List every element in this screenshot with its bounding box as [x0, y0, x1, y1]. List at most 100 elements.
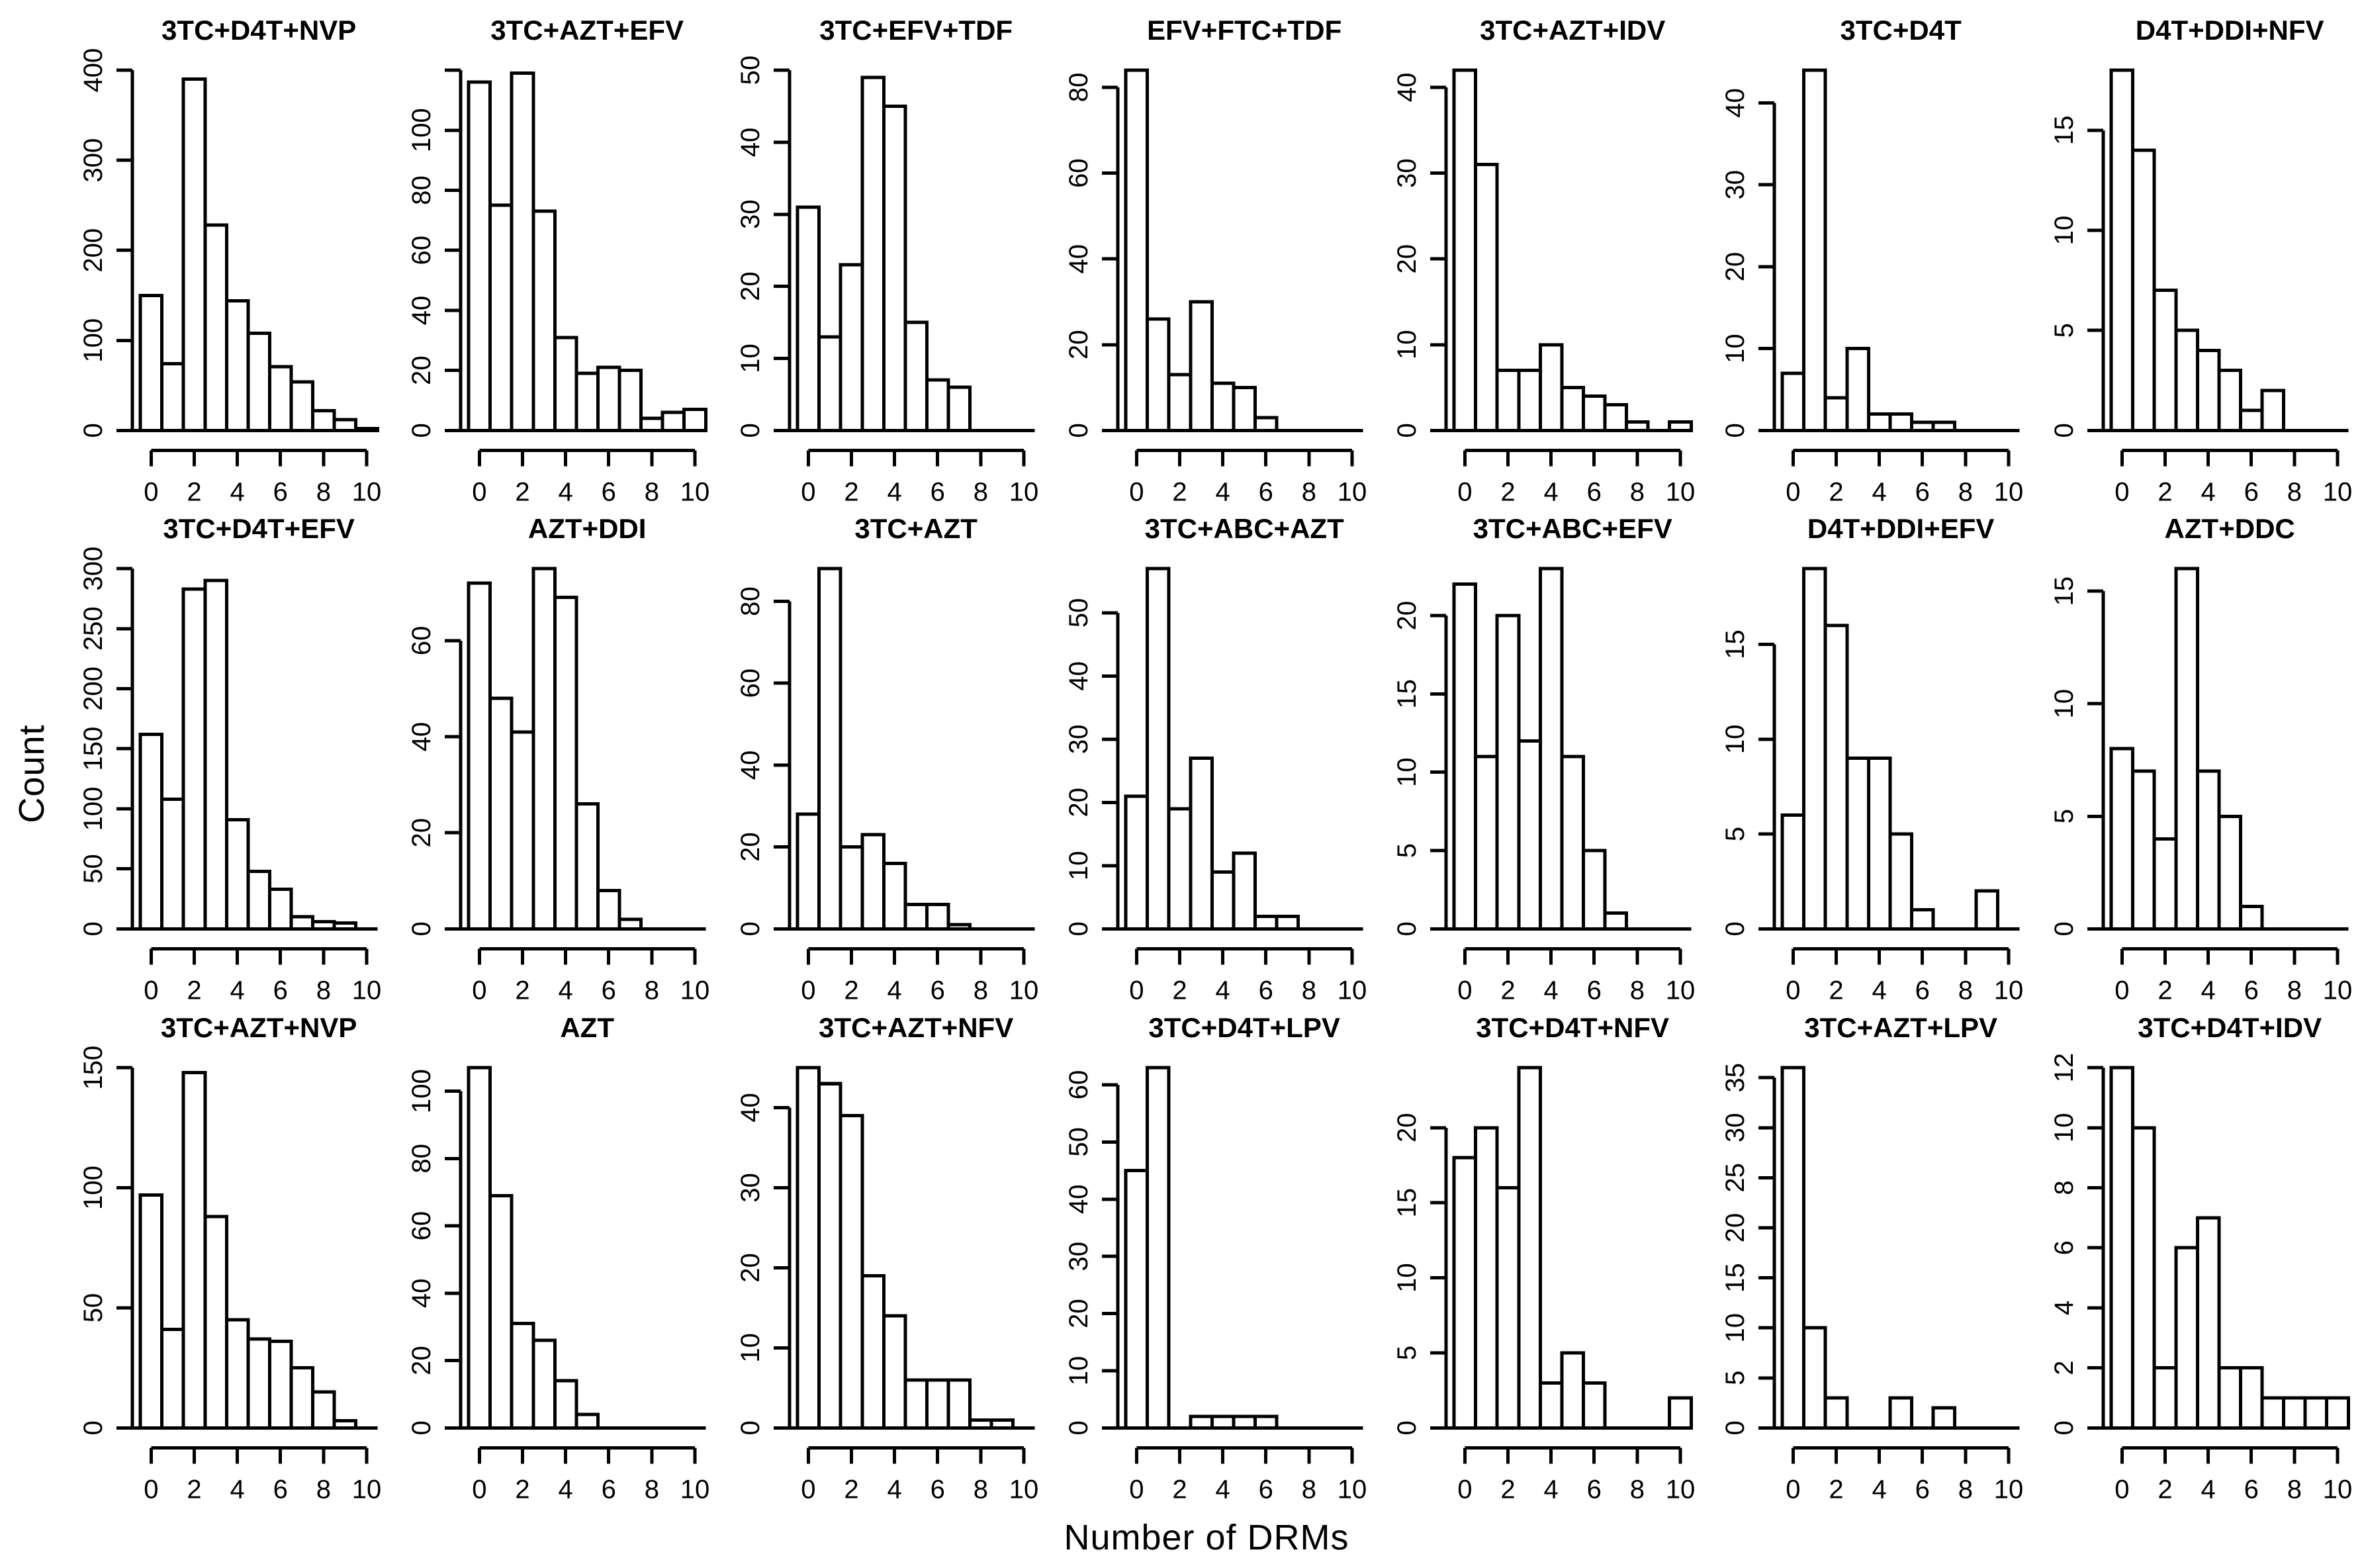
x-tick-label: 4 [1872, 976, 1887, 1003]
y-tick-label: 6 [2050, 1240, 2079, 1255]
x-axis: 0 2 4 6 8 10 [1129, 947, 1367, 1003]
y-tick-label: 50 [736, 56, 765, 85]
x-tick-label: 10 [1994, 477, 2024, 504]
y-tick-label: 10 [736, 344, 765, 373]
x-tick-label: 10 [1338, 1475, 1367, 1501]
y-tick-label: 15 [2050, 116, 2079, 146]
histogram-bar [289, 380, 315, 432]
histogram-bar [488, 696, 514, 931]
y-tick-label: 20 [1392, 244, 1422, 274]
histogram-bar [1495, 369, 1521, 432]
histogram-bar [1232, 851, 1257, 931]
y-tick-label: 10 [1392, 758, 1422, 788]
x-tick-label: 8 [1302, 976, 1316, 1003]
y-tick-label: 60 [407, 1211, 436, 1241]
histogram-bar [1780, 371, 1806, 432]
x-axis: 0 2 4 6 8 10 [1457, 448, 1695, 504]
x-tick-label: 2 [1829, 976, 1844, 1003]
histogram-bar [138, 733, 164, 931]
histogram-bar [2152, 1366, 2177, 1430]
histogram-bar [160, 1327, 185, 1430]
y-tick-label: 15 [1721, 630, 1750, 660]
y-tick-label: 40 [1392, 73, 1422, 103]
histogram-bar [596, 889, 621, 931]
x-tick-label: 6 [273, 1475, 288, 1501]
y-tick-label: 80 [736, 587, 765, 617]
panel-title: AZT [561, 1012, 615, 1043]
y-tick-label: 40 [407, 1279, 436, 1309]
panel-title: 3TC+AZT [854, 513, 977, 544]
x-axis: 0 2 4 6 8 10 [473, 1446, 710, 1501]
panel-title: 3TC+AZT+NVP [161, 1012, 357, 1043]
x-tick-label: 8 [1630, 477, 1645, 504]
x-tick-label: 6 [930, 1475, 944, 1501]
y-axis: 0 5 10 15 20 25 30 35 [1721, 1063, 1776, 1435]
y-tick-label: 60 [407, 236, 436, 265]
panel-title: D4T+DDI+NFV [2135, 15, 2324, 46]
histogram-bar [925, 903, 950, 931]
histogram-bar [2324, 1396, 2350, 1430]
x-axis: 0 2 4 6 8 10 [144, 448, 381, 504]
x-axis: 0 2 4 6 8 10 [1129, 1446, 1367, 1501]
histogram-svg: 3TC+EFV+TDF 0 10 20 30 40 50 0 2 4 6 8 10 [736, 15, 1038, 504]
y-tick-label: 0 [736, 922, 765, 937]
histogram-bar [1495, 614, 1521, 931]
x-tick-label: 8 [2287, 976, 2301, 1003]
y-tick-label: 20 [407, 818, 436, 848]
x-tick-label: 4 [887, 477, 901, 504]
x-axis: 0 2 4 6 8 10 [2114, 1446, 2352, 1501]
histogram-bar [989, 1418, 1015, 1430]
histogram-bar [1145, 1066, 1171, 1430]
x-tick-label: 8 [645, 477, 659, 504]
x-tick-label: 6 [2244, 976, 2258, 1003]
histogram-bar [2130, 770, 2156, 931]
y-tick-label: 150 [79, 1046, 108, 1090]
x-tick-label: 6 [1915, 976, 1930, 1003]
x-tick-label: 2 [2158, 1475, 2172, 1501]
histogram-panel-20: 3TC+AZT+LPV 0 5 10 15 20 25 30 35 0 2 4 6 8 10 [1700, 1003, 2028, 1501]
x-tick-label: 8 [1630, 976, 1645, 1003]
histogram-bar [839, 263, 864, 432]
y-tick-label: 30 [736, 1173, 765, 1203]
y-tick-label: 0 [1064, 1420, 1093, 1435]
bars [138, 579, 358, 931]
x-tick-label: 2 [516, 976, 530, 1003]
histogram-bar [2173, 567, 2199, 931]
x-tick-label: 6 [602, 1475, 616, 1501]
histogram-bar [1210, 870, 1236, 931]
x-tick-label: 6 [1258, 477, 1273, 504]
histogram-bar [1210, 1414, 1236, 1430]
x-tick-label: 2 [187, 1475, 201, 1501]
histogram-svg: D4T+DDI+EFV 0 5 10 15 0 2 4 6 8 10 [1721, 513, 2023, 1003]
histogram-panel-2: 3TC+AZT+EFV 0 20 40 60 80 100 0 2 4 6 8 10 [386, 5, 715, 504]
histogram-bar [246, 331, 271, 432]
y-tick-label: 20 [1392, 601, 1422, 631]
y-tick-label: 40 [1064, 1184, 1093, 1214]
histogram-bar [354, 427, 379, 432]
bars [467, 567, 643, 931]
histogram-bar [817, 567, 842, 931]
y-tick-label: 40 [736, 751, 765, 780]
x-tick-label: 8 [1958, 477, 1973, 504]
histogram-bar [267, 888, 293, 931]
x-tick-label: 10 [680, 1475, 710, 1501]
y-axis: 0 2 4 6 8 10 12 [2050, 1053, 2105, 1435]
histogram-bar [817, 1082, 842, 1430]
x-tick-label: 2 [844, 477, 858, 504]
y-tick-label: 0 [79, 922, 108, 937]
histogram-bar [1452, 68, 1478, 432]
histogram-bar [1124, 1168, 1149, 1430]
histogram-bar [467, 80, 492, 432]
x-tick-label: 10 [1009, 1475, 1038, 1501]
x-tick-label: 10 [2322, 1475, 2352, 1501]
x-tick-label: 8 [973, 976, 987, 1003]
y-tick-label: 200 [79, 228, 108, 273]
histogram-bar [1582, 1381, 1607, 1430]
y-tick-label: 0 [2050, 1420, 2079, 1435]
histogram-bar [1517, 369, 1542, 432]
y-axis: 0 20 40 60 80 [1064, 73, 1120, 438]
histogram-bar [860, 1273, 886, 1430]
histogram-bar [1582, 394, 1607, 432]
histogram-panel-17: 3TC+AZT+NFV 0 10 20 30 40 0 2 4 6 8 10 [715, 1003, 1044, 1501]
histogram-bar [2303, 1396, 2328, 1430]
